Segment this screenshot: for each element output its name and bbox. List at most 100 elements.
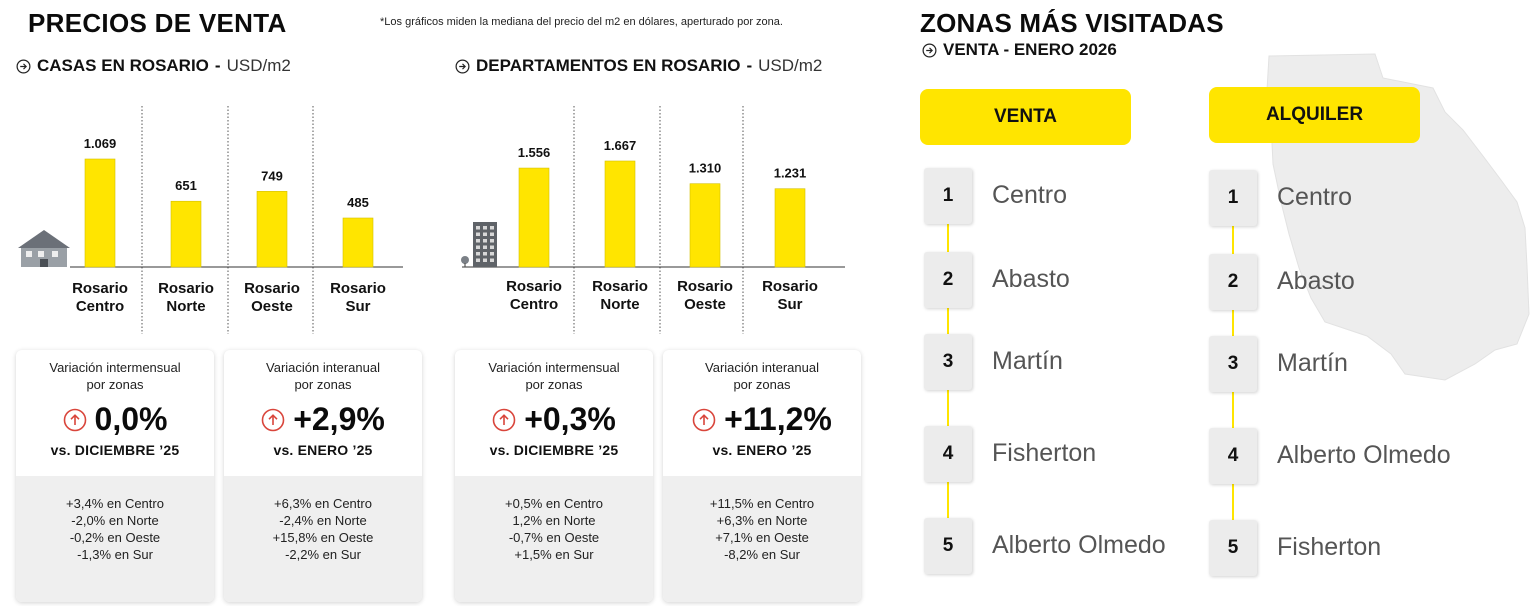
chart-unit: USD/m2 [758, 56, 823, 75]
rank-number: 1 [924, 168, 972, 224]
bar-value-label: 485 [347, 195, 369, 210]
card-label: Variación intermensual [49, 360, 181, 375]
card-detail-line: +1,5% en Sur [514, 547, 594, 562]
house-icon [18, 230, 70, 267]
rank-number: 2 [924, 252, 972, 308]
page-title: PRECIOS DE VENTA [28, 8, 287, 38]
zone-name: Abasto [992, 265, 1070, 293]
category-label: Rosario [762, 278, 818, 295]
card-detail-line: -1,3% en Sur [77, 547, 153, 562]
card-label: por zonas [86, 377, 144, 392]
card-detail-line: +0,5% en Centro [505, 496, 603, 511]
card-comparison: vs. DICIEMBRE ’25 [50, 442, 180, 458]
rank-number: 3 [924, 334, 972, 390]
arrow-up-circle-icon [63, 408, 86, 431]
bar-value-label: 1.667 [604, 138, 637, 153]
card-detail-line: +15,8% en Oeste [272, 530, 374, 545]
card-details: +0,5% en Centro 1,2% en Norte -0,7% en Oes… [455, 476, 653, 602]
category-label: Centro [510, 296, 558, 313]
variation-card: Variación interanual por zonas +2,9% vs.… [224, 350, 422, 602]
zone-name: Abasto [1277, 267, 1355, 295]
category-label: Sur [345, 298, 370, 315]
card-label: por zonas [525, 377, 583, 392]
card-detail-line: +7,1% en Oeste [715, 530, 809, 545]
chart-title-departamentos: DEPARTAMENTOS EN ROSARIO - USD/m2 [455, 56, 822, 76]
bar-3 [342, 217, 374, 268]
bar-value-label: 1.069 [84, 136, 117, 151]
zone-name: Fisherton [992, 439, 1097, 467]
zones-title: ZONAS MÁS VISITADAS [920, 8, 1224, 38]
category-label: Norte [166, 298, 205, 315]
card-value-row: +0,3% [455, 401, 653, 438]
zone-name: Centro [992, 181, 1068, 209]
category-label: Rosario [72, 280, 128, 297]
card-detail-line: -2,2% en Sur [285, 547, 361, 562]
category-label: Rosario [592, 278, 648, 295]
zone-name: Fisherton [1277, 533, 1382, 561]
bar-value-label: 1.231 [774, 166, 807, 181]
card-details: +6,3% en Centro -2,4% en Norte +15,8% en O… [224, 476, 422, 602]
card-comparison: vs. ENERO ’25 [712, 442, 812, 458]
variation-card: Variación intermensual por zonas 0,0% vs… [16, 350, 214, 602]
category-label: Oeste [684, 296, 726, 313]
card-label: Variación intermensual [488, 360, 620, 375]
card-detail-line: -2,4% en Norte [279, 513, 367, 528]
chart-title-text: CASAS EN ROSARIO [37, 56, 209, 75]
chart-title-text: DEPARTAMENTOS EN ROSARIO [476, 56, 741, 75]
rank-number: 5 [924, 518, 972, 574]
card-value-row: 0,0% [16, 401, 214, 438]
zone-name: Alberto Olmedo [992, 531, 1166, 559]
bar-chart-departamentos: 1.556RosarioCentro1.667RosarioNorte1.310… [461, 106, 845, 334]
bar-value-label: 749 [261, 168, 283, 183]
category-label: Sur [777, 296, 802, 313]
card-details: +11,5% en Centro +6,3% en Norte +7,1% en O… [663, 476, 861, 602]
category-label: Norte [600, 296, 639, 313]
zone-name: Martín [992, 347, 1063, 375]
bar-2 [689, 183, 721, 268]
card-details: +3,4% en Centro -2,0% en Norte -0,2% en Oe… [16, 476, 214, 602]
zones-subtitle: VENTA - ENERO 2026 [922, 40, 1117, 60]
card-label: Variación interanual [705, 360, 819, 375]
card-detail-line: 1,2% en Norte [512, 513, 596, 528]
rank-number: 3 [1209, 336, 1257, 392]
zone-name: Centro [1277, 183, 1353, 211]
zone-name: Martín [1277, 349, 1348, 377]
card-label: por zonas [294, 377, 352, 392]
bar-chart-casas: 1.069RosarioCentro651RosarioNorte749Rosa… [18, 106, 403, 334]
card-detail-line: +6,3% en Centro [274, 496, 372, 511]
chart-title-casas: CASAS EN ROSARIO - USD/m2 [16, 56, 291, 76]
card-detail-line: -2,0% en Norte [71, 513, 159, 528]
category-label: Centro [76, 298, 124, 315]
arrow-up-circle-icon [492, 408, 516, 431]
category-label: Rosario [330, 280, 386, 297]
bar-value-label: 1.556 [518, 145, 551, 160]
card-value-row: +11,2% [663, 401, 861, 438]
bar-1 [604, 160, 636, 268]
card-detail-line: -0,7% en Oeste [508, 530, 600, 545]
rank-number: 4 [1209, 428, 1257, 484]
card-comparison: vs. ENERO ’25 [273, 442, 373, 458]
zones-subtitle-text: VENTA - ENERO 2026 [943, 40, 1117, 59]
zone-name: Alberto Olmedo [1277, 441, 1451, 469]
tab-alquiler: ALQUILER [1209, 87, 1420, 143]
chart-unit: USD/m2 [226, 56, 291, 75]
arrow-up-circle-icon [692, 408, 716, 431]
card-label: Variación interanual [266, 360, 380, 375]
category-label: Rosario [506, 278, 562, 295]
rank-number: 4 [924, 426, 972, 482]
card-value-row: +2,9% [224, 401, 422, 438]
category-label: Rosario [677, 278, 733, 295]
card-detail-line: +11,5% en Centro [709, 496, 815, 511]
bar-0 [518, 167, 550, 268]
bar-1 [170, 200, 202, 268]
card-detail-line: -8,2% en Sur [724, 547, 800, 562]
category-label: Rosario [244, 280, 300, 297]
rank-number: 1 [1209, 170, 1257, 226]
card-value: +0,3% [524, 401, 616, 437]
card-detail-line: -0,2% en Oeste [69, 530, 161, 545]
footnote: *Los gráficos miden la mediana del preci… [380, 16, 783, 28]
variation-card: Variación intermensual por zonas +0,3% v… [455, 350, 653, 602]
building-icon [461, 222, 497, 267]
category-label: Rosario [158, 280, 214, 297]
variation-card: Variación interanual por zonas +11,2% vs… [663, 350, 861, 602]
